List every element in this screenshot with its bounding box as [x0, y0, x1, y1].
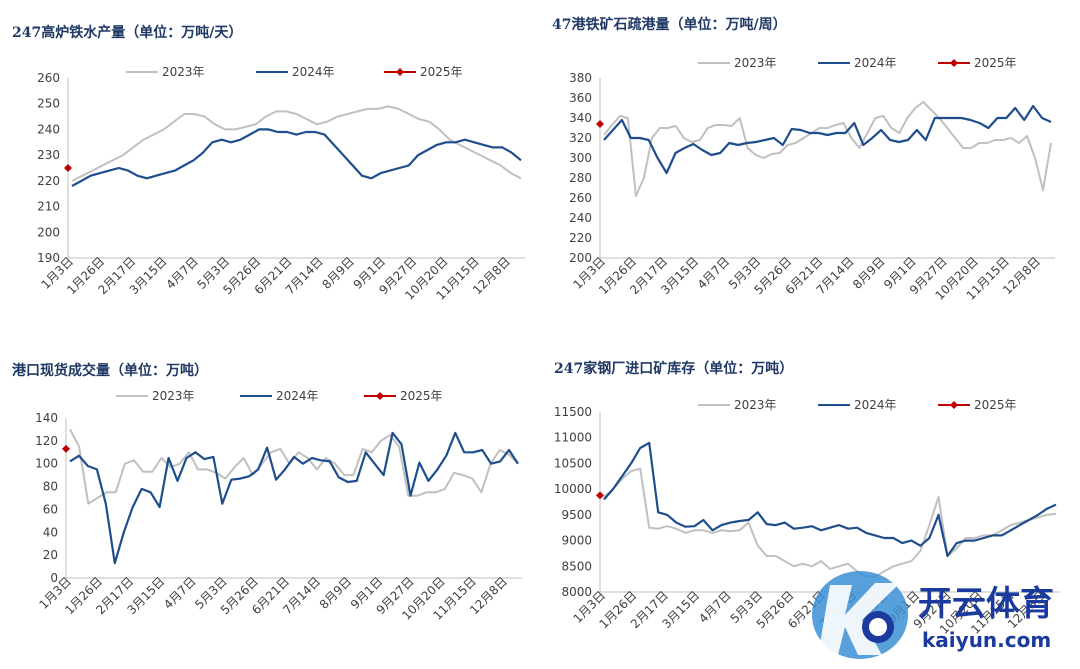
y-tick-label: 120: [35, 434, 58, 448]
series-point-2025: [596, 491, 604, 500]
watermark-cn: 开云体育: [918, 584, 1054, 624]
chart-hot-metal-output: 1902002102202302402502601月3日1月26日2月17日3月…: [37, 65, 525, 303]
y-tick-label: 200: [37, 225, 60, 239]
y-tick-label: 0: [50, 571, 58, 585]
legend-label: 2024年: [292, 65, 335, 79]
y-tick-label: 9500: [561, 508, 592, 522]
y-tick-label: 210: [37, 200, 60, 214]
series-point-2025: [64, 164, 72, 172]
x-tick-label: 4月7日: [696, 588, 734, 626]
y-tick-label: 11000: [554, 431, 592, 445]
y-tick-label: 10500: [554, 456, 592, 470]
y-tick-label: 8500: [561, 559, 592, 573]
y-tick-label: 9000: [561, 534, 592, 548]
legend-label: 2025年: [974, 398, 1017, 412]
y-tick-label: 220: [569, 231, 592, 245]
y-tick-label: 190: [37, 251, 60, 265]
x-tick-label: 8月9日: [319, 254, 357, 292]
y-tick-label: 40: [43, 525, 58, 539]
y-tick-label: 320: [569, 131, 592, 145]
y-tick-label: 11500: [554, 405, 592, 419]
y-tick-label: 10000: [554, 482, 592, 496]
y-tick-label: 140: [35, 411, 58, 425]
series-line-2024: [71, 128, 522, 187]
kaiyun-watermark-logo: 开云体育 kaiyun.com: [812, 571, 1054, 659]
series-line-2024: [603, 441, 1057, 558]
legend-label: 2023年: [152, 389, 195, 403]
series-point-2025: [596, 120, 604, 128]
y-tick-label: 100: [35, 457, 58, 471]
legend-label: 2024年: [854, 56, 897, 70]
y-tick-label: 20: [43, 548, 58, 562]
legend-label: 2025年: [400, 389, 443, 403]
chart-title: 247家钢厂进口矿库存（单位：万吨）: [554, 361, 794, 377]
chart-panel-spot-volume: 港口现货成交量（单位：万吨） 0 20 40 60 80 100 120 140 1月3日 1月2…: [0, 330, 540, 665]
y-tick-label: 80: [43, 480, 58, 494]
watermark-en: kaiyun.com: [922, 628, 1051, 652]
y-tick-label: 340: [569, 111, 592, 125]
y-tick-label: 230: [37, 148, 60, 162]
legend-label: 2023年: [162, 65, 205, 79]
series-line-2023: [71, 105, 522, 182]
legend-label: 2025年: [420, 65, 463, 79]
chart-panel-port-evacuation: 47港铁矿石疏港量（单位：万吨/周） 200 220 240 260 280 300 320…: [540, 0, 1080, 330]
legend-marker: [950, 59, 958, 67]
legend-label: 2024年: [854, 398, 897, 412]
series-line-2024: [603, 104, 1052, 175]
chart-title: 港口现货成交量（单位：万吨）: [12, 363, 208, 379]
y-tick-label: 220: [37, 174, 60, 188]
y-tick-label: 200: [569, 251, 592, 265]
y-tick-label: 380: [569, 71, 592, 85]
series-line-2023: [69, 428, 519, 505]
y-tick-label: 260: [569, 191, 592, 205]
legend-label: 2024年: [276, 389, 319, 403]
series-line-2023: [603, 467, 1057, 578]
y-tick-label: 280: [569, 171, 592, 185]
x-tick-label: 8月9日: [850, 254, 888, 292]
chart-title: 247高炉铁水产量（单位：万吨/天）: [12, 25, 243, 41]
legend-marker: [376, 392, 384, 400]
legend-label: 2023年: [734, 56, 777, 70]
series-line-2024: [69, 431, 519, 565]
chart-port-evacuation: 2002202402602803003203403603801月3日1月26日2…: [569, 56, 1055, 303]
y-tick-label: 250: [37, 97, 60, 111]
y-tick-label: 8000: [561, 585, 592, 599]
x-tick-label: 4月7日: [695, 254, 733, 292]
y-tick-label: 300: [569, 151, 592, 165]
legend-label: 2025年: [974, 56, 1017, 70]
legend-marker: [396, 68, 404, 76]
chart-title: 47港铁矿石疏港量（单位：万吨/周）: [552, 17, 787, 33]
y-tick-label: 240: [569, 211, 592, 225]
chart-spot-volume: 0204060801001201401月3日1月26日2月17日3月15日4月7…: [35, 389, 522, 623]
x-tick-label: 8月9日: [317, 574, 355, 612]
y-tick-label: 240: [37, 122, 60, 136]
legend-label: 2023年: [734, 398, 777, 412]
chart-panel-hot-metal: 247高炉铁水产量（单位：万吨/天） 190 200 210 220 230 240 250…: [0, 0, 540, 330]
y-tick-label: 260: [37, 71, 60, 85]
legend-marker: [950, 401, 958, 409]
x-tick-label: 4月7日: [161, 574, 199, 612]
x-tick-label: 4月7日: [163, 254, 201, 292]
y-tick-label: 60: [43, 502, 58, 516]
y-tick-label: 360: [569, 91, 592, 105]
series-line-2023: [603, 101, 1052, 197]
series-point-2025: [62, 444, 70, 453]
